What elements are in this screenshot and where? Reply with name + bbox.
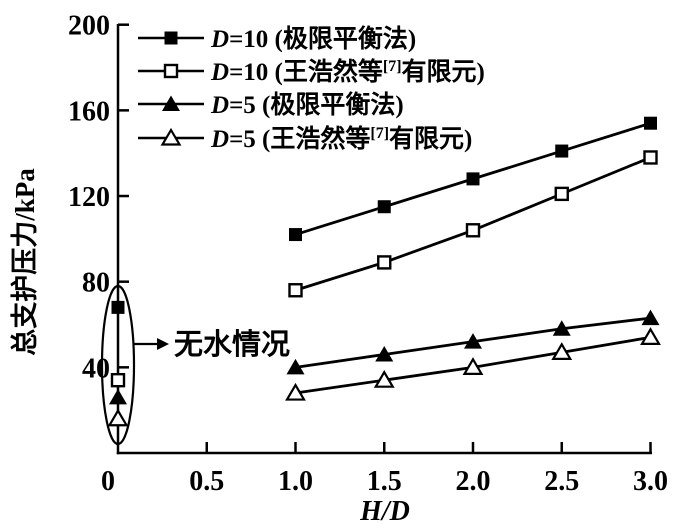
no-water-ellipse	[100, 284, 136, 446]
legend-item-2: D=5 (极限平衡法)	[138, 90, 404, 119]
data-point-marker	[462, 357, 484, 375]
data-point-marker	[555, 144, 569, 158]
data-point-marker	[375, 345, 394, 362]
y-tick-label: 120	[68, 182, 110, 213]
legend-label: D=5 (极限平衡法)	[210, 90, 404, 119]
data-point-marker	[466, 172, 480, 186]
data-point-marker	[465, 223, 481, 238]
data-point-marker	[464, 333, 482, 349]
x-tick-label: 2.0	[456, 466, 491, 497]
data-point-marker	[644, 116, 657, 130]
legend-item-1: D=10 (王浩然等[7]有限元)	[138, 57, 485, 86]
y-tick-label: 40	[82, 353, 110, 384]
y-tick-label: 200	[68, 11, 110, 42]
data-point-marker	[552, 320, 571, 336]
annotation-arrow-head	[157, 338, 169, 350]
x-tick-label: 0.5	[189, 466, 224, 497]
legend: D=10 (极限平衡法) D=10 (王浩然等[7]有限元) D=5 (极限平衡法)…	[138, 24, 485, 153]
x-tick-label: 3.0	[633, 466, 668, 497]
data-point-marker	[554, 186, 569, 202]
legend-label: D=10 (极限平衡法)	[210, 24, 416, 53]
legend-label: D=10 (王浩然等[7]有限元)	[210, 57, 485, 86]
data-point-marker	[551, 342, 573, 360]
no-water-point-marker	[111, 300, 125, 314]
series-2	[109, 309, 660, 405]
no-water-label: 无水情况	[174, 328, 290, 361]
series-3	[107, 327, 661, 427]
x-tick-label: 1.5	[367, 466, 402, 497]
legend-marker-triangle-filled	[162, 95, 180, 111]
legend-label: D=5 (王浩然等[7]有限元)	[210, 124, 472, 153]
data-point-marker	[377, 255, 392, 270]
data-point-marker	[286, 358, 305, 375]
legend-marker-square-filled	[164, 31, 178, 45]
x-tick-label: 2.5	[544, 466, 579, 497]
no-water-point-marker	[109, 388, 127, 405]
y-axis-title: 总支护压力/kPa	[10, 168, 40, 356]
data-point-marker	[288, 283, 303, 298]
no-water-annotation: 无水情况	[100, 284, 290, 446]
data-point-marker	[373, 370, 395, 388]
no-water-point-marker	[107, 408, 129, 427]
data-point-marker	[640, 327, 661, 345]
no-water-point-marker	[110, 372, 126, 388]
legend-item-3: D=5 (王浩然等[7]有限元)	[138, 124, 472, 153]
data-point-marker	[643, 150, 658, 165]
y-tick-label: 80	[82, 268, 110, 299]
series-1	[110, 150, 658, 388]
data-point-marker	[285, 382, 306, 401]
x-axis-title: H/D	[359, 496, 410, 527]
data-point-marker	[289, 228, 302, 242]
legend-marker-triangle-open	[160, 127, 182, 146]
data-point-marker	[641, 309, 660, 326]
y-tick-label: 160	[68, 96, 110, 127]
series-0	[111, 116, 657, 314]
axes: 40 80 120 160 200 0 0.5 1.0 1.5 2.0 2.5 3.0 H/D 总支护压力…	[10, 11, 668, 527]
legend-marker-square-open	[163, 63, 179, 79]
x-tick-label: 0	[101, 466, 115, 497]
x-tick-label: 1.0	[278, 466, 313, 497]
data-point-marker	[377, 200, 391, 214]
legend-item-0: D=10 (极限平衡法)	[138, 24, 416, 53]
